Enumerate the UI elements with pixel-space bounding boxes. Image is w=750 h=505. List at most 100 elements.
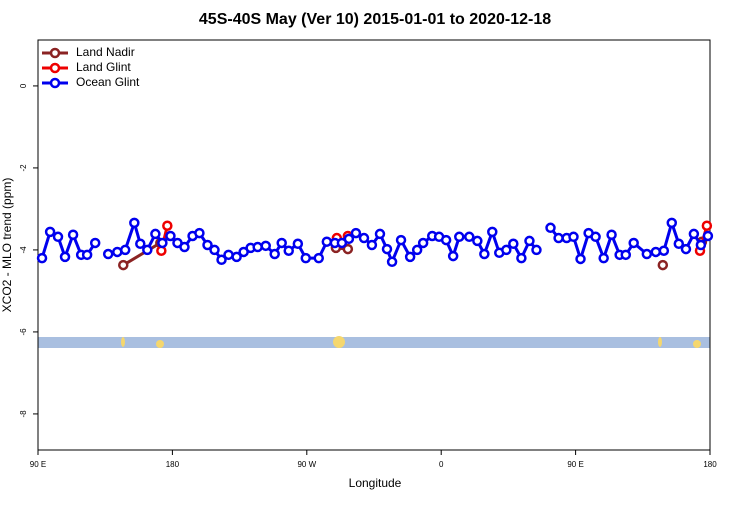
data-point <box>487 226 498 238</box>
data-point <box>231 251 242 263</box>
data-point <box>292 238 304 250</box>
data-point <box>119 244 131 256</box>
data-point <box>157 237 168 249</box>
x-tick-label: 90 W <box>297 460 316 469</box>
data-point <box>666 217 678 229</box>
legend-label: Land Glint <box>76 60 131 74</box>
y-axis-label: XCO2 - MLO trend (ppm) <box>0 178 14 313</box>
data-point <box>209 244 220 256</box>
data-point <box>701 220 713 231</box>
data-point <box>358 232 370 244</box>
data-point <box>440 234 452 246</box>
data-point <box>620 249 632 261</box>
data-point <box>202 239 213 251</box>
data-point <box>628 237 639 249</box>
data-point <box>89 237 101 249</box>
data-point <box>447 250 459 262</box>
data-point <box>516 252 527 264</box>
data-point <box>252 241 263 253</box>
y-tick-label: -6 <box>19 328 28 336</box>
x-tick-label: 180 <box>703 460 717 469</box>
data-point <box>118 259 129 271</box>
data-point <box>194 227 205 239</box>
data-point <box>321 236 333 247</box>
x-tick-label: 90 E <box>567 460 583 469</box>
data-point <box>658 245 670 256</box>
data-point <box>381 243 393 255</box>
data-point <box>386 256 398 268</box>
data-point <box>524 235 535 247</box>
data-point <box>102 248 114 260</box>
y-tick-label: -4 <box>19 246 28 254</box>
ocean-strip <box>38 337 710 348</box>
land-patch <box>121 337 125 347</box>
data-point <box>590 231 601 243</box>
data-point <box>472 235 483 247</box>
land-patch <box>658 337 662 347</box>
data-point <box>59 251 71 263</box>
y-tick-label: -2 <box>19 164 28 172</box>
land-patch <box>333 336 345 348</box>
data-point <box>673 238 685 250</box>
data-point <box>545 222 556 234</box>
data-point <box>531 244 542 256</box>
data-point <box>276 237 287 249</box>
legend-swatch-marker <box>49 77 61 89</box>
plot-frame <box>37 39 711 451</box>
data-point <box>313 252 324 264</box>
data-point <box>223 249 234 261</box>
x-tick-label: 90 E <box>30 460 46 469</box>
legend-swatch-marker <box>49 47 61 59</box>
data-point <box>135 238 146 250</box>
data-point <box>395 234 407 246</box>
data-point <box>575 253 586 265</box>
data-point <box>598 252 609 264</box>
data-point <box>479 248 490 260</box>
x-tick-label: 180 <box>166 460 180 469</box>
data-point <box>454 231 465 243</box>
y-tick-label: -8 <box>19 410 28 418</box>
data-point <box>688 228 700 240</box>
x-axis-label: Longitude <box>349 476 402 490</box>
chart-title: 45S-40S May (Ver 10) 2015-01-01 to 2020-… <box>199 11 551 28</box>
data-point <box>81 249 93 261</box>
land-patch <box>156 340 164 348</box>
data-point <box>702 230 714 242</box>
legend-label: Land Nadir <box>76 45 135 59</box>
data-point <box>269 248 280 260</box>
data-point <box>142 244 153 256</box>
y-tick-label: 0 <box>19 83 28 88</box>
data-point <box>52 231 64 243</box>
data-point <box>36 252 48 264</box>
data-point <box>568 231 579 243</box>
data-point <box>67 229 79 240</box>
land-mask-strip <box>38 336 710 348</box>
data-point <box>129 217 140 229</box>
x-tick-label: 0 <box>439 460 444 469</box>
land-patch <box>693 340 701 348</box>
data-point <box>342 243 354 255</box>
data-point <box>343 233 355 245</box>
data-point <box>553 232 564 244</box>
data-point <box>366 239 378 251</box>
data-point <box>680 243 692 255</box>
data-point <box>260 240 271 252</box>
data-point <box>695 239 707 251</box>
data-point <box>404 251 416 263</box>
data-point <box>417 237 429 249</box>
data-point <box>44 226 56 238</box>
legend-label: Ocean Glint <box>76 75 140 89</box>
data-point <box>300 252 312 264</box>
data-point <box>411 244 423 256</box>
data-point <box>508 238 519 250</box>
data-point <box>179 241 190 253</box>
data-point <box>216 254 227 266</box>
data-point <box>374 228 386 240</box>
data-point <box>464 231 475 243</box>
data-point <box>501 244 512 256</box>
data-point <box>606 229 617 240</box>
data-point <box>650 246 662 258</box>
data-point <box>165 230 176 242</box>
